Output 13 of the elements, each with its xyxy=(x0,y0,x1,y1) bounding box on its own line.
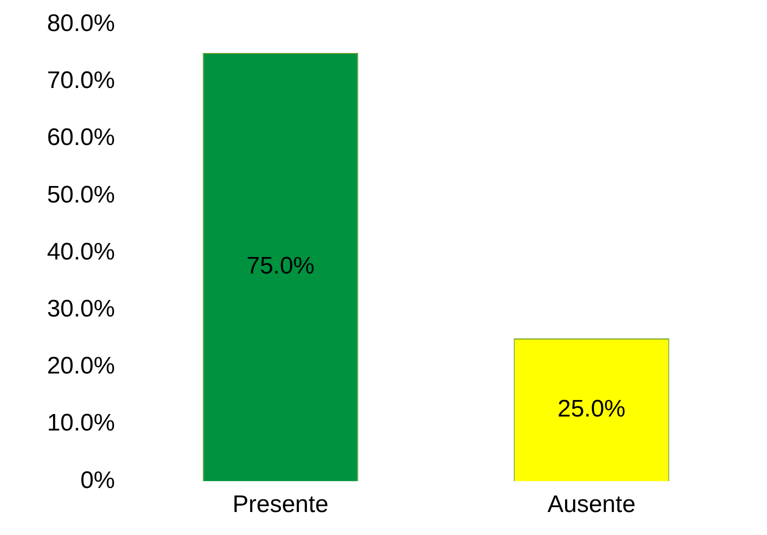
y-tick-label: 0% xyxy=(80,466,115,494)
y-tick-label: 30.0% xyxy=(46,296,115,323)
y-tick-label: 10.0% xyxy=(46,410,115,437)
y-tick-label: 80.0% xyxy=(46,10,115,38)
x-tick-label: Ausente xyxy=(547,491,636,518)
x-tick-label: Presente xyxy=(232,491,329,518)
y-tick-label: 40.0% xyxy=(46,238,115,266)
data-label: 75.0% xyxy=(246,252,315,280)
y-tick-label: 50.0% xyxy=(46,181,115,208)
y-tick-label: 60.0% xyxy=(46,124,115,152)
y-tick-label: 70.0% xyxy=(46,67,115,94)
y-tick-label: 20.0% xyxy=(46,352,115,380)
data-label: 25.0% xyxy=(557,395,626,422)
